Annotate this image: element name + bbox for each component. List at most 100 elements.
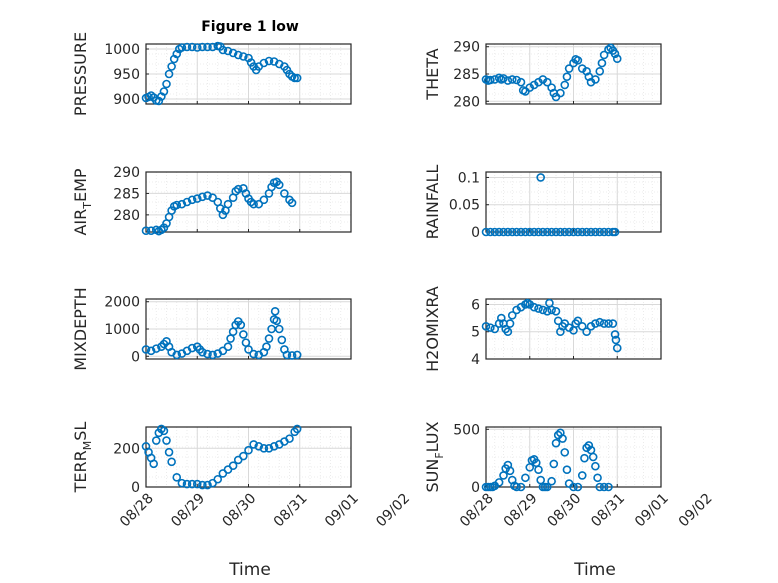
data-point [203,42,212,52]
y-tick-label: 285 [113,186,140,202]
data-point [172,473,182,482]
data-point [167,206,176,215]
data-point [529,227,539,237]
data-point [503,76,513,85]
data-point [573,56,583,65]
data-point [151,436,161,445]
y-tick-label: 6 [471,297,480,313]
data-point [536,173,545,182]
data-point [486,323,495,332]
data-point [542,77,552,87]
data-point [499,227,508,237]
data-point [512,482,521,492]
data-point [599,319,609,328]
data-point [577,321,587,331]
data-point [591,319,600,328]
data-point [292,424,302,434]
data-point [507,227,517,237]
data-point [534,227,543,237]
data-point [187,42,197,52]
subplot-terr-msl: 0 200 08/28 08/29 08/30 08/31 09/01 09/02 TERRMS… [71,422,413,531]
x-tick-label: 08/30 [219,491,259,531]
data-point [287,351,297,360]
data-point [182,479,192,489]
data-point [577,227,587,237]
data-point [264,334,274,343]
data-point [582,443,591,453]
data-point [486,75,495,85]
data-point [159,87,169,96]
y-tick-label: 290 [113,165,140,181]
subplot-pressure: 900 950 1000 PRESSURE [71,32,352,116]
data-point [612,343,622,353]
x-tick-label: 09/02 [373,491,413,531]
data-point [223,342,233,352]
y-axis-label: PRESSURE [71,32,90,116]
data-point [187,343,197,353]
data-point [599,50,609,60]
data-point [192,194,202,203]
data-point [272,316,281,326]
data-point [259,58,269,68]
data-point [254,442,264,451]
data-point [595,482,605,492]
data-point [608,319,618,328]
data-point [573,482,583,492]
data-point [198,192,207,202]
subplot-h2omixra: 4 5 6 H2OMIXRA [423,286,662,372]
data-point [610,49,620,59]
data-point [177,43,187,52]
data-point [586,227,596,237]
data-point [159,426,169,436]
x-tick-label: 08/28 [457,491,497,531]
data-point [285,69,294,79]
y-tick-label: 950 [113,67,140,83]
data-point [287,198,297,208]
data-point [547,476,556,486]
y-axis-label: AIRTEMP [71,168,94,235]
data-point [569,227,578,237]
data-point [486,227,495,237]
data-point [582,227,591,237]
data-point [494,478,504,487]
data-point [521,227,530,237]
data-point [507,311,517,320]
data-point [187,195,197,205]
y-tick-label: 500 [453,422,480,438]
data-point [516,482,526,492]
data-point [593,473,602,483]
data-point [264,56,274,66]
data-point [249,440,258,449]
data-point [595,317,605,327]
subplot-sun-flux: 0 500 08/28 08/29 08/30 08/31 09/01 09/02 SUNFLU… [423,421,716,530]
data-point [159,223,169,233]
x-tick-label: 08/31 [271,491,311,531]
data-point [591,75,600,84]
data-point [597,58,607,68]
data-point [218,346,228,356]
data-point [244,345,253,354]
data-point [542,306,552,316]
data-point [228,461,238,471]
data-point [490,324,500,334]
data-point [560,227,570,237]
data-point [177,199,187,209]
y-tick-label: 1000 [104,322,140,338]
data-point [274,324,284,334]
data-point [595,66,605,76]
data-point [218,45,228,55]
x-tick-label: 08/30 [544,491,584,531]
data-point [149,459,158,469]
data-point [167,62,176,71]
data-point [162,436,171,445]
data-point [551,438,561,448]
y-tick-label: 0 [471,225,480,241]
data-point [562,465,572,474]
data-point [249,349,258,359]
data-point [560,448,570,457]
subplot-air-temp: 280 285 290 AIRTEMP [71,165,352,236]
y-tick-label: 280 [113,208,140,224]
data-point [604,482,613,492]
subplot-theta: 280 285 290 THETA [423,40,662,110]
